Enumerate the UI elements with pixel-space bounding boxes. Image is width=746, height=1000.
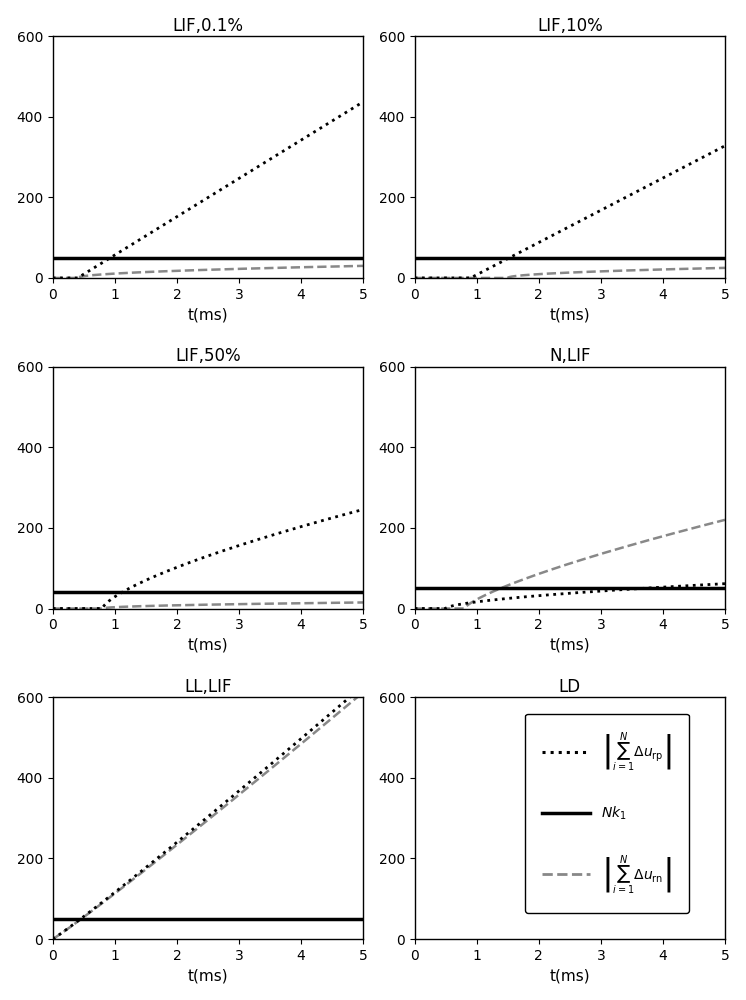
Title: LIF,0.1%: LIF,0.1% — [172, 17, 243, 35]
Title: LIF,50%: LIF,50% — [175, 347, 241, 365]
X-axis label: t(ms): t(ms) — [187, 638, 228, 653]
X-axis label: t(ms): t(ms) — [550, 638, 590, 653]
X-axis label: t(ms): t(ms) — [550, 968, 590, 983]
X-axis label: t(ms): t(ms) — [187, 307, 228, 322]
Title: LIF,10%: LIF,10% — [537, 17, 603, 35]
Title: N,LIF: N,LIF — [549, 347, 591, 365]
X-axis label: t(ms): t(ms) — [187, 968, 228, 983]
Title: LL,LIF: LL,LIF — [184, 678, 232, 696]
Title: LD: LD — [559, 678, 581, 696]
Legend: $\left|\sum_{i=1}^{N}\Delta u_{\mathrm{rp}}\right|$, $Nk_1$, $\left|\sum_{i=1}^{: $\left|\sum_{i=1}^{N}\Delta u_{\mathrm{r… — [525, 714, 689, 913]
X-axis label: t(ms): t(ms) — [550, 307, 590, 322]
